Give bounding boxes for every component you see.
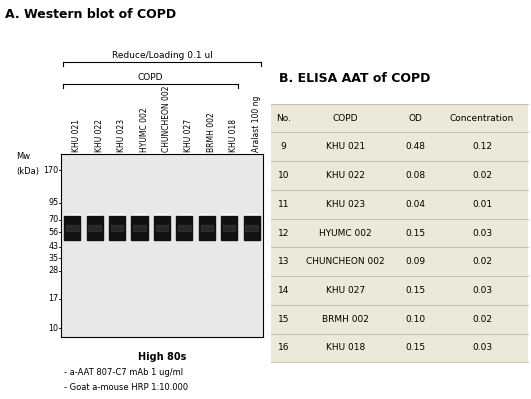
Text: 0.15: 0.15 [405, 229, 425, 237]
Text: Concentration: Concentration [450, 114, 514, 122]
Bar [178, 225, 191, 231]
Text: 0.10: 0.10 [405, 315, 425, 324]
Text: 11: 11 [278, 200, 289, 209]
Bar [133, 225, 146, 231]
Text: 0.03: 0.03 [472, 229, 492, 237]
Bar [154, 217, 170, 240]
Text: 0.03: 0.03 [472, 286, 492, 295]
Text: HYUMC 002: HYUMC 002 [140, 107, 149, 152]
Text: 0.03: 0.03 [472, 344, 492, 352]
Text: 10: 10 [48, 324, 58, 333]
Text: OD: OD [408, 114, 422, 122]
Bar [66, 225, 79, 231]
Bar [156, 225, 168, 231]
Text: Mw: Mw [16, 152, 30, 161]
Text: KHU 022: KHU 022 [95, 119, 104, 152]
Text: COPD: COPD [333, 114, 358, 122]
Text: 16: 16 [278, 344, 289, 352]
Bar [223, 225, 235, 231]
Text: 56: 56 [48, 228, 58, 237]
Text: BRMH 002: BRMH 002 [322, 315, 369, 324]
Bar [176, 217, 192, 240]
Text: HYUMC 002: HYUMC 002 [319, 229, 372, 237]
Bar [89, 225, 101, 231]
Text: Reduce/Loading 0.1 ul: Reduce/Loading 0.1 ul [112, 51, 212, 60]
Bar [199, 217, 215, 240]
Text: 0.48: 0.48 [405, 142, 425, 151]
Text: 15: 15 [278, 315, 289, 324]
Text: - Goat a-mouse HRP 1:10.000: - Goat a-mouse HRP 1:10.000 [64, 383, 188, 393]
Text: 35: 35 [48, 254, 58, 263]
Text: B. ELISA AAT of COPD: B. ELISA AAT of COPD [279, 72, 430, 85]
Text: CHUNCHEON 002: CHUNCHEON 002 [306, 257, 385, 266]
Text: 0.02: 0.02 [472, 171, 492, 180]
Text: 0.02: 0.02 [472, 257, 492, 266]
Text: A. Western blot of COPD: A. Western blot of COPD [5, 8, 176, 21]
Text: KHU 027: KHU 027 [184, 119, 193, 152]
Text: COPD: COPD [138, 73, 164, 82]
Text: 0.02: 0.02 [472, 315, 492, 324]
Text: 9: 9 [281, 142, 287, 151]
Text: 0.09: 0.09 [405, 257, 425, 266]
Bar [244, 217, 260, 240]
Text: KHU 027: KHU 027 [326, 286, 365, 295]
Text: - a-AAT 807-C7 mAb 1 ug/ml: - a-AAT 807-C7 mAb 1 ug/ml [64, 368, 183, 377]
Bar [111, 225, 123, 231]
Text: 70: 70 [48, 215, 58, 224]
Bar [201, 225, 213, 231]
Text: 17: 17 [48, 294, 58, 303]
Text: 95: 95 [48, 198, 58, 207]
Text: CHUNCHEON 002: CHUNCHEON 002 [162, 85, 171, 152]
Text: 28: 28 [48, 266, 58, 275]
Text: KHU 023: KHU 023 [117, 119, 126, 152]
Text: KHU 023: KHU 023 [326, 200, 365, 209]
Text: KHU 022: KHU 022 [326, 171, 365, 180]
Bar [132, 217, 148, 240]
Text: 13: 13 [278, 257, 289, 266]
Bar [64, 217, 80, 240]
Text: 12: 12 [278, 229, 289, 237]
Text: 0.15: 0.15 [405, 344, 425, 352]
Text: No.: No. [276, 114, 291, 122]
Text: KHU 018: KHU 018 [326, 344, 365, 352]
Text: 0.01: 0.01 [472, 200, 492, 209]
Text: BRMH 002: BRMH 002 [207, 112, 216, 152]
Bar [109, 217, 125, 240]
Text: 0.04: 0.04 [405, 200, 425, 209]
Text: 170: 170 [44, 166, 58, 175]
Bar [245, 225, 258, 231]
Text: High 80s: High 80s [138, 352, 186, 362]
Text: KHU 021: KHU 021 [326, 142, 365, 151]
Text: 0.08: 0.08 [405, 171, 425, 180]
Text: 14: 14 [278, 286, 289, 295]
Text: (kDa): (kDa) [16, 167, 39, 176]
Text: 10: 10 [278, 171, 289, 180]
Bar [221, 217, 237, 240]
Text: KHU 018: KHU 018 [229, 119, 238, 152]
Bar [87, 217, 103, 240]
Text: 0.12: 0.12 [472, 142, 492, 151]
Text: 43: 43 [48, 243, 58, 251]
Text: KHU 021: KHU 021 [72, 119, 81, 152]
Text: 0.15: 0.15 [405, 286, 425, 295]
Text: Aralast 100 ng: Aralast 100 ng [252, 95, 261, 152]
